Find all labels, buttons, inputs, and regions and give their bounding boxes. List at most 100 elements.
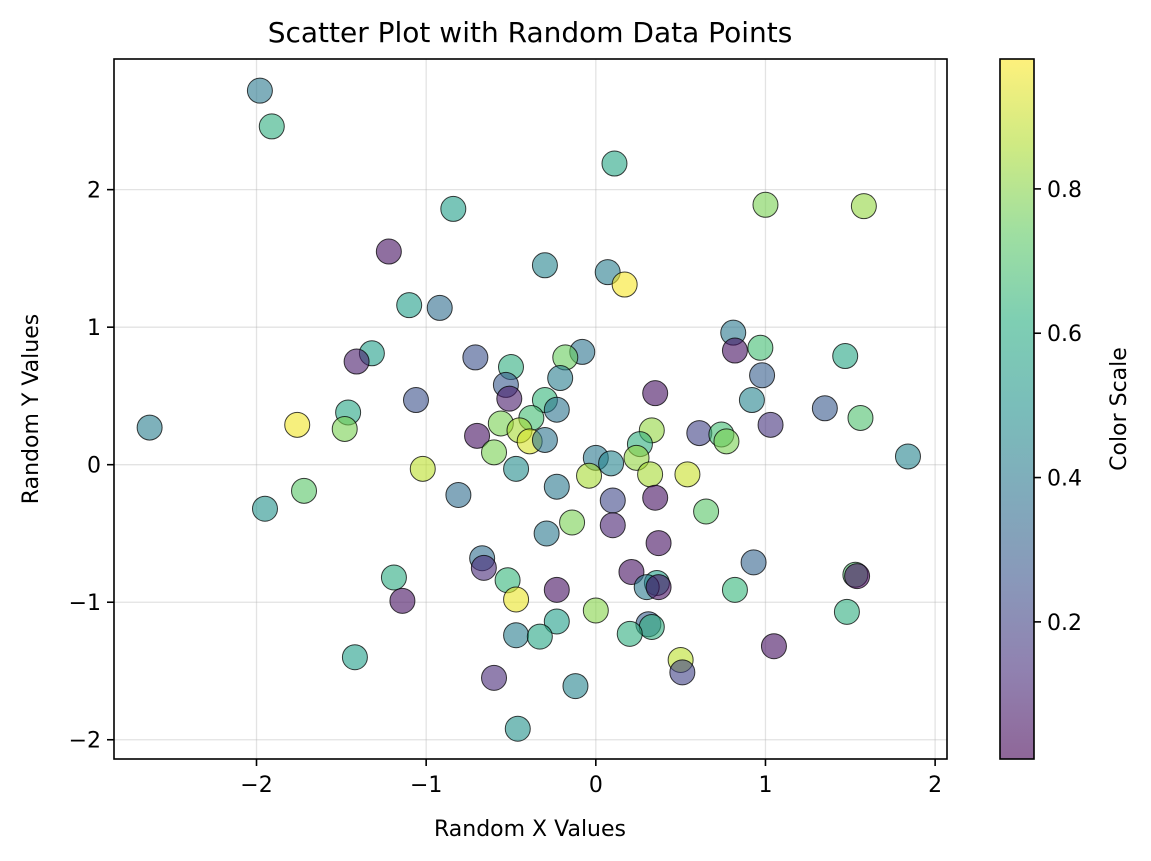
- scatter-point: [850, 193, 877, 220]
- scatter-point: [749, 362, 776, 389]
- scatter-point: [832, 343, 859, 370]
- scatter-point: [576, 462, 603, 489]
- y-tick-label: −2: [69, 729, 101, 754]
- scatter-point: [562, 673, 589, 700]
- scatter-point: [426, 294, 453, 321]
- scatter-point: [637, 461, 664, 488]
- scatter-point: [503, 455, 530, 482]
- x-tick-label: 1: [758, 773, 772, 798]
- scatter-point: [747, 334, 774, 361]
- scatter-point: [402, 387, 429, 414]
- scatter-point: [601, 150, 628, 177]
- scatter-point: [246, 77, 273, 104]
- colorbar: 0.2 0.4 0.6 0.8 Color Scale: [999, 58, 1132, 760]
- scatter-point: [757, 411, 784, 438]
- scatter-point: [503, 622, 530, 649]
- scatter-point: [375, 238, 402, 265]
- scatter-point: [721, 576, 748, 603]
- scatter-point: [674, 461, 701, 488]
- scatter-point: [669, 659, 696, 686]
- colorbar-label: Color Scale: [1107, 347, 1132, 471]
- y-tick-label: 2: [87, 179, 101, 204]
- scatter-point: [531, 252, 558, 279]
- scatter-point: [686, 420, 713, 447]
- scatter-point: [440, 195, 467, 222]
- scatter-point: [760, 633, 787, 660]
- scatter-point: [251, 495, 278, 522]
- data-points: [136, 77, 921, 742]
- y-tick-label: −1: [69, 591, 101, 616]
- scatter-point: [409, 455, 436, 482]
- scatter-point: [543, 473, 570, 500]
- scatter-point: [833, 598, 860, 625]
- colorbar-gradient: [1000, 59, 1034, 759]
- scatter-point: [380, 564, 407, 591]
- scatter-point: [258, 113, 285, 140]
- scatter-point: [599, 487, 626, 514]
- x-tick-label: 2: [928, 773, 942, 798]
- y-tick-label: 1: [87, 316, 101, 341]
- colorbar-tick-label: 0.6: [1047, 322, 1082, 347]
- colorbar-tick-label: 0.2: [1047, 611, 1082, 636]
- y-axis-label: Random Y Values: [19, 314, 44, 504]
- scatter-point: [526, 623, 553, 650]
- scatter-point: [616, 620, 643, 647]
- scatter-point: [638, 613, 665, 640]
- y-tick-label: 0: [87, 454, 101, 479]
- scatter-point: [811, 395, 838, 422]
- scatter-point: [331, 415, 358, 442]
- x-tick-label: −2: [240, 773, 272, 798]
- colorbar-ticks: 0.2 0.4 0.6 0.8: [1034, 178, 1082, 636]
- scatter-point: [752, 191, 779, 218]
- scatter-point: [396, 292, 423, 319]
- axis-ticks: −2 −1 0 1 2 −2 −1 0 1 2: [69, 179, 943, 798]
- scatter-point: [341, 644, 368, 671]
- scatter-point: [645, 530, 672, 557]
- scatter-point: [582, 597, 609, 624]
- scatter-point: [470, 554, 497, 581]
- scatter-point: [642, 380, 669, 407]
- scatter-point: [291, 477, 318, 504]
- scatter-point: [389, 587, 416, 614]
- scatter-point: [464, 422, 491, 449]
- scatter-point: [462, 344, 489, 371]
- scatter-point: [645, 574, 672, 601]
- scatter-point: [599, 512, 626, 539]
- scatter-point: [847, 404, 874, 431]
- scatter-point: [343, 348, 370, 375]
- scatter-point: [559, 509, 586, 536]
- scatter-point: [531, 426, 558, 453]
- scatter-point: [611, 271, 638, 298]
- scatter-point: [543, 396, 570, 423]
- scatter-point: [533, 520, 560, 547]
- scatter-point: [481, 664, 508, 691]
- scatter-point: [504, 715, 531, 742]
- scatter-point: [136, 414, 163, 441]
- scatter-point: [543, 608, 570, 635]
- scatter-point: [496, 385, 523, 412]
- colorbar-tick-label: 0.4: [1047, 467, 1082, 492]
- scatter-point: [721, 337, 748, 364]
- scatter-point: [713, 428, 740, 455]
- scatter-point: [543, 576, 570, 603]
- scatter-point: [284, 411, 311, 438]
- scatter-point: [844, 563, 871, 590]
- x-axis-label: Random X Values: [434, 817, 626, 842]
- plot-frame: [113, 58, 948, 760]
- scatter-point: [740, 549, 767, 576]
- grid: [114, 59, 947, 759]
- scatter-point: [481, 439, 508, 466]
- scatter-point: [894, 443, 921, 470]
- colorbar-frame: [999, 58, 1035, 760]
- scatter-point: [693, 498, 720, 525]
- x-tick-label: −1: [410, 773, 442, 798]
- colorbar-tick-label: 0.8: [1047, 178, 1082, 203]
- scatter-point: [445, 481, 472, 508]
- scatter-point: [547, 365, 574, 392]
- scatter-point: [598, 450, 625, 477]
- scatter-point: [642, 484, 669, 511]
- scatter-point: [738, 387, 765, 414]
- scatter-point: [503, 586, 530, 613]
- chart-title: Scatter Plot with Random Data Points: [268, 16, 793, 49]
